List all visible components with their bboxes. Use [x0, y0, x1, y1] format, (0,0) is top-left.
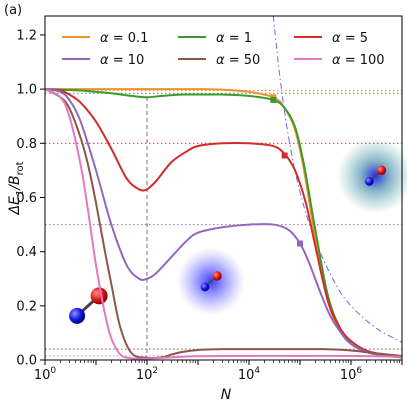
molecule-bare: [69, 287, 108, 324]
x-tick-label: 106: [340, 366, 363, 383]
y-tick-label: 0.0: [16, 354, 37, 369]
legend-label-alpha-1: α = 1: [216, 31, 252, 46]
molecule-bare-oxygen-atom: [90, 287, 108, 305]
x-axis-label: N: [221, 387, 232, 403]
molecule-blue-glow: [200, 271, 222, 292]
molecule-teal-glow: [364, 165, 387, 186]
legend-label-alpha-100: α = 100: [332, 53, 385, 68]
series-line-alpha-1: [45, 88, 402, 359]
markers-layer: [270, 94, 303, 247]
molecule-blue-glow-carbon-atom: [200, 282, 210, 292]
asymptote-curve: [272, 16, 402, 343]
molecule-teal-glow-glow: [337, 137, 407, 214]
molecule-teal-glow-oxygen-atom: [376, 165, 387, 175]
molecule-blue-glow-oxygen-atom: [212, 271, 222, 281]
legend-label-alpha-50: α = 50: [216, 53, 260, 68]
legend-label-alpha-0-1: α = 0.1: [100, 31, 148, 46]
series-marker-alpha-10: [297, 240, 303, 247]
annotations-layer: [69, 137, 407, 324]
series-line-alpha-100: [45, 88, 402, 360]
x-axis: 100 102 104 106: [34, 360, 403, 383]
y-tick-label: 1.2: [16, 28, 37, 43]
y-tick-label: 0.2: [16, 299, 37, 314]
y-tick-label: 1.0: [16, 83, 37, 98]
y-tick-label: 0.6: [16, 191, 37, 206]
series-line-alpha-10: [45, 88, 402, 359]
panel-label: (a): [4, 3, 22, 18]
legend-label-alpha-10: α = 10: [100, 53, 144, 68]
series-line-alpha-50: [45, 88, 402, 360]
legend-label-alpha-5: α = 5: [332, 31, 368, 46]
y-axis-label: ΔE1/Brot: [7, 161, 26, 215]
x-tick-label: 104: [238, 366, 261, 383]
series-line-alpha-5: [45, 88, 402, 358]
y-tick-label: 0.4: [16, 245, 37, 260]
molecule-teal-glow-carbon-atom: [364, 176, 374, 186]
y-tick-label: 0.8: [16, 137, 37, 152]
series-marker-alpha-1: [270, 96, 277, 103]
series-layer: [45, 88, 402, 360]
x-tick-label: 100: [34, 366, 57, 383]
series-line-alpha-0-1: [45, 88, 402, 359]
legend: α = 0.1 α = 1 α = 5 α = 10 α = 50 α = 100: [62, 31, 385, 68]
x-tick-label: 102: [136, 366, 158, 383]
molecule-bare-carbon-atom: [69, 307, 86, 324]
y-axis: 0.0 0.2 0.4 0.6 0.8 1.0 1.2: [16, 28, 45, 369]
plot-frame: [44, 15, 403, 361]
series-marker-alpha-5: [281, 152, 288, 159]
